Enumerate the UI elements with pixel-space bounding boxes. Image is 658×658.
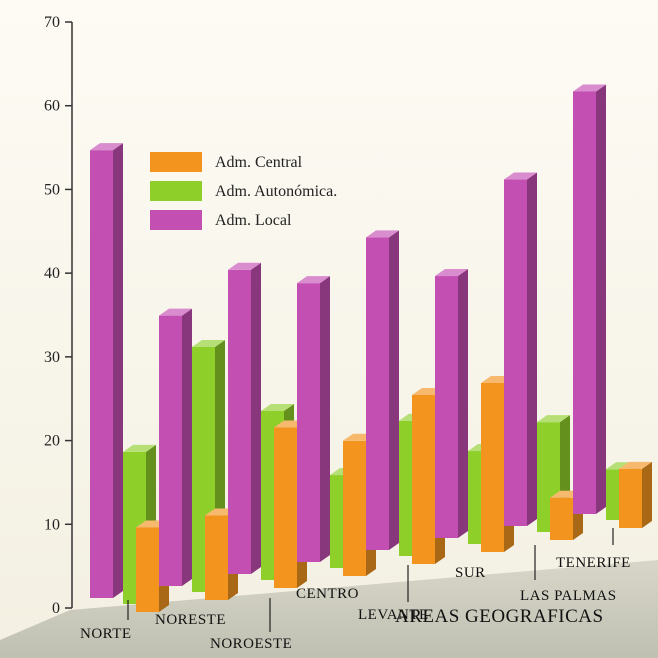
legend-label: Adm. Autonómica.	[215, 183, 337, 200]
legend-item: Adm. Central	[150, 152, 303, 172]
category-labels: NORTE NORESTE NOROESTE CENTRO LEVANTE SUR LAS …	[80, 528, 631, 652]
bar	[297, 276, 330, 562]
bars-group	[90, 84, 652, 612]
bar	[366, 230, 399, 550]
bar	[228, 262, 261, 574]
legend: Adm. Central Adm. Autonómica. Adm. Local	[150, 152, 337, 230]
category-label: SUR	[455, 565, 486, 581]
category-label: NORTE	[80, 626, 132, 642]
y-tick-label: 30	[44, 349, 60, 366]
bar	[504, 172, 537, 527]
y-tick-label: 20	[44, 433, 60, 450]
legend-label: Adm. Local	[215, 212, 292, 229]
legend-swatch	[150, 210, 202, 230]
legend-swatch	[150, 181, 202, 201]
bar	[435, 269, 468, 538]
category-label: LAS PALMAS	[520, 588, 617, 604]
x-axis-title: AREAS GEOGRAFICAS	[395, 606, 604, 627]
y-tick-label: 50	[44, 181, 60, 198]
y-tick-label: 70	[44, 14, 60, 31]
y-tick-label: 0	[52, 600, 60, 617]
bar	[90, 143, 123, 598]
y-tick-label: 40	[44, 265, 60, 282]
y-tick-label: 10	[44, 516, 60, 533]
category-label: CENTRO	[296, 586, 359, 602]
bar	[159, 308, 192, 586]
bar	[573, 84, 606, 514]
legend-item: Adm. Autonómica.	[150, 181, 337, 201]
y-tick-label: 60	[44, 98, 60, 115]
chart-floor	[0, 560, 658, 658]
legend-label: Adm. Central	[215, 154, 303, 171]
category-label: NORESTE	[155, 612, 226, 628]
category-label: TENERIFE	[556, 555, 631, 571]
bar	[619, 461, 652, 528]
category-label: NOROESTE	[210, 636, 292, 652]
legend-item: Adm. Local	[150, 210, 292, 230]
legend-swatch	[150, 152, 202, 172]
category-label: LEVANTE	[358, 607, 429, 623]
y-axis: 0 10 20 30 40 50 60 70	[44, 14, 73, 617]
